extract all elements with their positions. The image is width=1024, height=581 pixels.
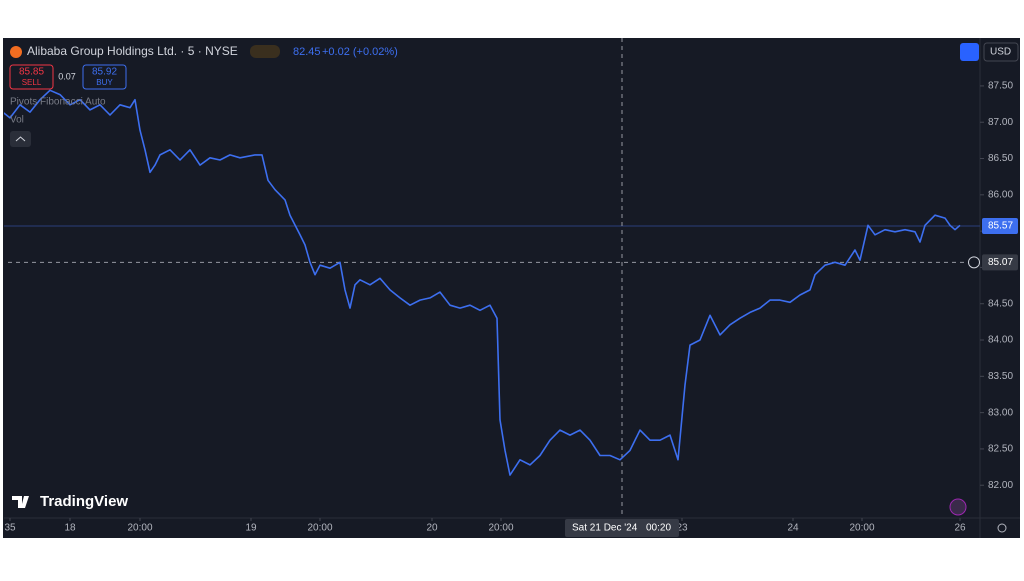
collapse-icon [15,136,26,142]
crosshair-price-label: 85.07 [988,257,1013,268]
y-tick-label: 83.00 [988,407,1013,418]
last-price-badge [982,218,1018,235]
buy-price[interactable]: 85.92 [92,67,117,78]
x-tick-label: 24 [787,523,799,534]
sync-button[interactable] [960,43,979,61]
sell-button[interactable] [9,64,54,90]
symbol-title[interactable]: Alibaba Group Holdings Ltd. · 5 · NYSE [27,44,238,58]
x-tick-label: 20:00 [127,523,152,534]
x-tick-label: 20:00 [849,523,874,534]
crosshair-time-label: 00:20 [646,523,671,534]
x-tick-label: 20:00 [307,523,332,534]
price-line [4,89,961,476]
x-tick-label: 20 [426,523,438,534]
status-badge[interactable] [250,45,280,58]
y-tick-label: 86.50 [988,153,1013,164]
last-price-label: 85.57 [988,221,1013,232]
crosshair-time-badge [565,519,679,537]
y-tick-label: 87.00 [988,117,1013,128]
change: +0.02 (+0.02%) [322,46,398,58]
y-tick-label: 84.50 [988,298,1013,309]
collapse-button[interactable] [10,131,31,147]
buy-button[interactable] [82,64,127,90]
crosshair-add-button[interactable] [968,256,980,269]
x-tick-label: 19 [245,523,257,534]
brand-logo [12,496,29,508]
y-tick-label: 82.50 [988,444,1013,455]
y-tick-label: 87.50 [988,81,1013,92]
x-tick-label: 26 [954,523,966,534]
settings-button[interactable] [997,523,1007,533]
y-tick-label: 84.00 [988,335,1013,346]
y-tick-label: 83.50 [988,371,1013,382]
brand: TradingView [40,493,128,510]
y-tick-label: 82.00 [988,480,1013,491]
currency[interactable]: USD [990,47,1011,58]
x-tick-label: 35 [4,523,16,534]
sell-label[interactable]: SELL [22,78,42,87]
currency-button[interactable] [983,42,1019,62]
indicator-label[interactable]: Pivots Fibonacci Auto [10,97,106,108]
news-button[interactable] [949,498,967,516]
x-tick-label: 20:00 [488,523,513,534]
price: 82.45 [293,46,321,58]
volume-label[interactable]: Vol [10,115,24,126]
crosshair-date-label: Sat 21 Dec '24 [572,523,638,534]
symbol-logo [10,46,22,58]
y-tick-label: 86.00 [988,189,1013,200]
sell-price[interactable]: 85.85 [19,67,44,78]
chart-panel [3,38,1020,538]
crosshair-price-badge [982,254,1018,271]
buy-label[interactable]: BUY [96,78,113,87]
x-tick-label: 18 [64,523,76,534]
spread: 0.07 [58,71,76,81]
x-tick-label: 23 [676,523,688,534]
